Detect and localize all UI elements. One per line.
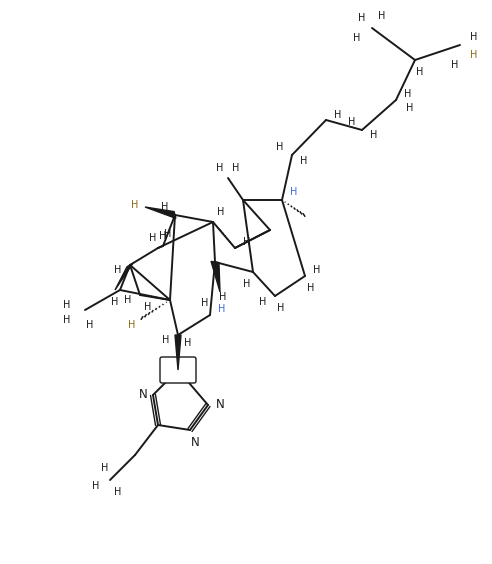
- Text: H: H: [470, 32, 478, 42]
- Text: H: H: [451, 60, 459, 70]
- Text: H: H: [313, 265, 321, 275]
- Text: H: H: [92, 481, 100, 491]
- Text: H: H: [353, 33, 361, 43]
- Text: H: H: [216, 163, 224, 173]
- Text: N: N: [174, 364, 183, 377]
- Polygon shape: [211, 261, 220, 292]
- Text: H: H: [358, 13, 366, 23]
- Text: H: H: [232, 163, 240, 173]
- Text: H: H: [128, 320, 136, 330]
- Text: H: H: [470, 50, 478, 60]
- Text: H: H: [101, 463, 109, 473]
- Text: H: H: [149, 233, 156, 243]
- Text: H: H: [277, 142, 284, 152]
- Polygon shape: [175, 335, 181, 370]
- Text: H: H: [348, 117, 356, 127]
- Text: H: H: [159, 231, 167, 241]
- Text: H: H: [217, 207, 225, 217]
- Text: H: H: [244, 237, 251, 247]
- Text: H: H: [406, 103, 414, 113]
- Text: H: H: [131, 200, 139, 210]
- Text: H: H: [161, 202, 169, 212]
- Text: H: H: [114, 487, 122, 497]
- Text: H: H: [244, 279, 251, 289]
- Polygon shape: [115, 263, 133, 290]
- Text: H: H: [218, 304, 226, 314]
- Text: H: H: [277, 303, 285, 313]
- Text: H: H: [416, 67, 424, 77]
- Text: H: H: [378, 11, 386, 21]
- Text: H: H: [111, 297, 119, 307]
- Text: H: H: [184, 338, 192, 348]
- Text: H: H: [63, 300, 71, 310]
- Text: H: H: [63, 315, 71, 325]
- Text: H: H: [290, 187, 298, 197]
- Text: H: H: [219, 292, 227, 302]
- Text: H: H: [300, 156, 308, 166]
- Text: H: H: [308, 283, 315, 293]
- Text: H: H: [144, 302, 152, 312]
- Text: H: H: [404, 89, 412, 99]
- Text: H: H: [164, 229, 172, 239]
- Text: N: N: [215, 399, 224, 412]
- Text: H: H: [162, 335, 170, 345]
- Text: H: H: [334, 110, 341, 120]
- Text: H: H: [201, 298, 209, 308]
- Text: H: H: [370, 130, 378, 140]
- Text: N: N: [190, 435, 199, 448]
- Text: H: H: [259, 297, 267, 307]
- FancyBboxPatch shape: [160, 357, 196, 383]
- Polygon shape: [145, 207, 176, 218]
- Text: H: H: [124, 295, 132, 305]
- Text: N: N: [139, 389, 148, 402]
- Text: H: H: [114, 265, 122, 275]
- Text: H: H: [86, 320, 93, 330]
